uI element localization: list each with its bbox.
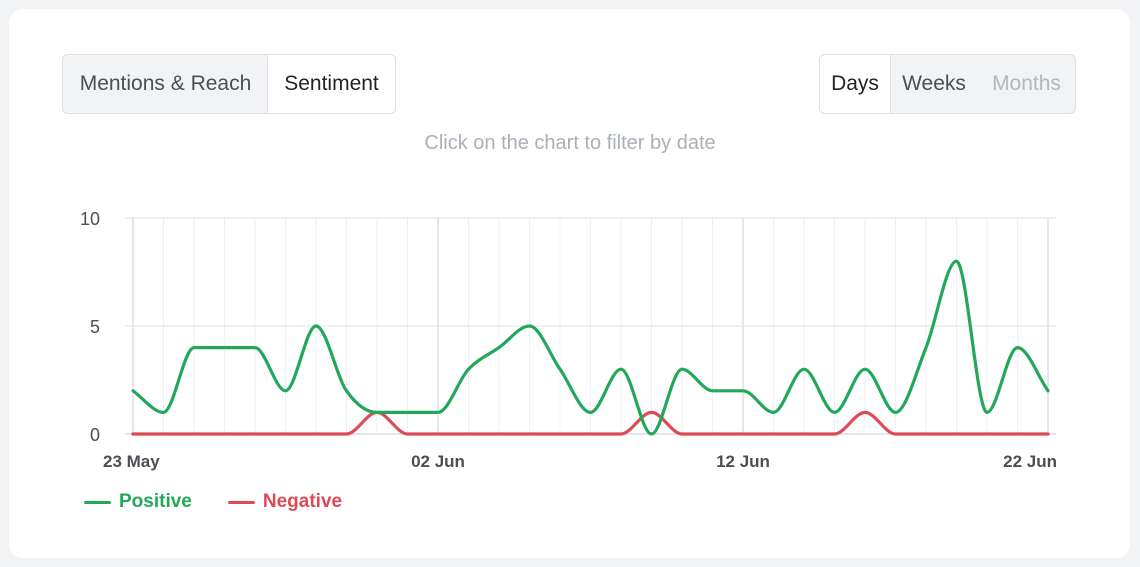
chart-hint: Click on the chart to filter by date xyxy=(424,132,716,154)
x-tick-label: 23 May xyxy=(103,452,160,471)
tab-days[interactable]: Days xyxy=(820,55,890,113)
legend-positive-swatch xyxy=(84,500,111,504)
legend-negative[interactable]: Negative xyxy=(227,491,343,513)
y-tick-label: 10 xyxy=(80,209,100,229)
tab-sentiment[interactable]: Sentiment xyxy=(268,55,395,113)
x-tick-label: 12 Jun xyxy=(716,452,770,471)
legend-negative-label: Negative xyxy=(262,491,343,512)
legend-positive-label: Positive xyxy=(119,491,192,512)
legend-negative-swatch xyxy=(227,500,255,504)
series-line-positive xyxy=(131,259,1050,436)
tab-weeks[interactable]: Weeks xyxy=(902,72,966,95)
y-tick-label: 0 xyxy=(90,425,100,445)
tab-mentions-reach[interactable]: Mentions & Reach xyxy=(79,72,252,95)
tab-months: Months xyxy=(992,72,1061,95)
y-tick-label: 5 xyxy=(90,317,100,337)
chart-legend: Positive Negative xyxy=(84,491,342,513)
metric-tabs: Mentions & Reach Sentiment xyxy=(62,54,396,114)
series-line-negative xyxy=(131,410,1050,436)
x-tick-label: 02 Jun xyxy=(411,452,465,471)
x-tick-label: 22 Jun xyxy=(1003,452,1057,471)
granularity-tabs: Days Weeks Months xyxy=(819,54,1076,114)
legend-positive[interactable]: Positive xyxy=(84,491,192,513)
